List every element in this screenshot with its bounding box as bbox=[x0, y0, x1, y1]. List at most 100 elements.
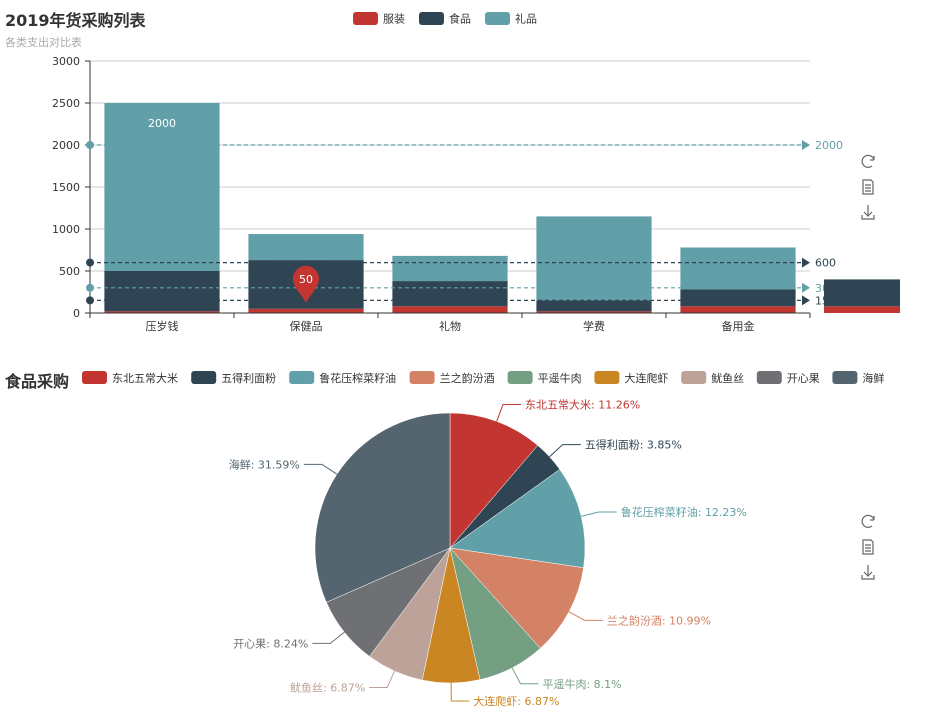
bar-segment[interactable] bbox=[536, 216, 652, 301]
pie-legend-item[interactable]: 开心果 bbox=[756, 371, 820, 385]
pie-legend-item[interactable]: 五得利面粉 bbox=[191, 371, 276, 385]
pie-legend-item[interactable]: 海鲜 bbox=[832, 371, 884, 385]
mark-line-label: 2000 bbox=[815, 139, 843, 152]
pie-label: 海鲜: 31.59% bbox=[229, 457, 338, 475]
bar-x-tick-label: 礼物 bbox=[439, 319, 461, 333]
mark-line-arrow bbox=[802, 257, 810, 268]
bar-segment[interactable] bbox=[680, 306, 796, 313]
bar-legend-item[interactable]: 礼品 bbox=[485, 12, 537, 26]
restore-icon[interactable] bbox=[861, 154, 875, 168]
pie-label-text: 五得利面粉: 3.85% bbox=[585, 439, 682, 452]
bar-y-tick-label: 1500 bbox=[52, 181, 80, 194]
pie-label-text: 大连爬虾: 6.87% bbox=[473, 694, 559, 708]
pie-legend-label: 海鲜 bbox=[862, 371, 884, 385]
bar-legend-swatch bbox=[419, 12, 444, 25]
pie-label-line bbox=[581, 511, 617, 517]
bar-y-tick-label: 2000 bbox=[52, 139, 80, 152]
save-image-icon[interactable] bbox=[861, 565, 875, 580]
pie-label-line bbox=[496, 403, 522, 422]
bar-x-tick-label: 压岁钱 bbox=[146, 319, 179, 333]
pie-legend: 东北五常大米 五得利面粉 鲁花压榨菜籽油 兰之韵汾酒 平遥牛肉 大连爬虾 鱿鱼丝 开心果 海鲜 bbox=[82, 371, 884, 385]
bar-data-label: 2000 bbox=[148, 117, 176, 130]
bar-segment[interactable] bbox=[680, 289, 796, 307]
pie-label-line bbox=[312, 631, 345, 644]
pie-legend-swatch bbox=[507, 371, 533, 384]
mark-line-arrow bbox=[802, 295, 810, 306]
pie-label-line bbox=[568, 611, 603, 621]
bar-y-tick-label: 3000 bbox=[52, 55, 80, 68]
pie-chart-title: 食品采购 bbox=[4, 372, 69, 391]
bar-segment[interactable] bbox=[392, 306, 508, 313]
pie-slices bbox=[314, 412, 586, 684]
pie-legend-label: 鲁花压榨菜籽油 bbox=[319, 371, 396, 385]
bar-legend-item[interactable]: 服装 bbox=[353, 12, 405, 26]
bar-segment[interactable] bbox=[392, 281, 508, 307]
pie-legend-label: 五得利面粉 bbox=[221, 372, 276, 385]
bar-segment[interactable] bbox=[392, 255, 508, 282]
data-view-icon[interactable] bbox=[862, 179, 874, 195]
bar-segment[interactable] bbox=[680, 247, 796, 290]
bar-chart-title: 2019年货采购列表 bbox=[5, 11, 147, 30]
pie-legend-item[interactable]: 东北五常大米 bbox=[82, 371, 178, 385]
bar-segment[interactable] bbox=[536, 311, 652, 313]
pie-label: 鱿鱼丝: 6.87% bbox=[290, 670, 396, 695]
bar-y-tick-label: 1000 bbox=[52, 223, 80, 236]
mark-line-label: 600 bbox=[815, 257, 836, 270]
pie-labels: 东北五常大米: 11.26% 五得利面粉: 3.85% 鲁花压榨菜籽油: 12.23… bbox=[229, 397, 747, 708]
overflow-bar-segment bbox=[824, 306, 900, 313]
pie-legend-swatch bbox=[594, 371, 620, 384]
pie-label: 大连爬虾: 6.87% bbox=[450, 682, 559, 708]
pie-legend-item[interactable]: 平遥牛肉 bbox=[507, 371, 582, 385]
mark-line-arrow bbox=[802, 140, 810, 150]
bar-legend-item[interactable]: 食品 bbox=[419, 12, 471, 26]
bar-chart-subtitle: 各类支出对比表 bbox=[5, 35, 82, 49]
mark-line: 600 bbox=[86, 257, 836, 270]
bar-legend-label: 食品 bbox=[449, 12, 471, 26]
pie-legend-swatch bbox=[82, 371, 107, 384]
pie-label: 五得利面粉: 3.85% bbox=[549, 439, 682, 458]
bar-x-tick-label: 保健品 bbox=[290, 319, 323, 333]
pie-label-line bbox=[369, 670, 396, 689]
bar-segment[interactable] bbox=[104, 103, 220, 271]
bar-segment[interactable] bbox=[248, 308, 364, 313]
pie-legend-swatch bbox=[289, 371, 315, 384]
mark-line-arrow bbox=[802, 282, 810, 293]
pie-legend-label: 平遥牛肉 bbox=[538, 371, 582, 385]
bar-annotations: 2000 50 bbox=[148, 117, 900, 313]
bar-legend-swatch bbox=[353, 12, 378, 25]
pie-toolbox bbox=[861, 514, 875, 580]
bar-segment[interactable] bbox=[248, 234, 364, 261]
pie-label: 鲁花压榨菜籽油: 12.23% bbox=[581, 505, 747, 519]
pie-legend-item[interactable]: 大连爬虾 bbox=[594, 371, 668, 385]
bar-series bbox=[104, 103, 796, 313]
bar-segment[interactable] bbox=[104, 311, 220, 313]
pie-label: 兰之韵汾酒: 10.99% bbox=[568, 611, 711, 627]
pie-legend-item[interactable]: 兰之韵汾酒 bbox=[409, 371, 495, 385]
restore-icon[interactable] bbox=[861, 514, 875, 528]
pie-label-text: 开心果: 8.24% bbox=[233, 637, 308, 650]
data-view-icon[interactable] bbox=[862, 539, 874, 555]
pie-legend-swatch bbox=[832, 371, 858, 384]
pie-label: 东北五常大米: 11.26% bbox=[496, 397, 640, 422]
bar-x-tick-label: 备用金 bbox=[722, 319, 755, 333]
pie-label-text: 鲁花压榨菜籽油: 12.23% bbox=[621, 505, 747, 519]
bar-y-tick-label: 2500 bbox=[52, 97, 80, 110]
pie-label-line bbox=[303, 463, 338, 475]
pie-legend-swatch bbox=[409, 371, 435, 384]
bar-toolbox bbox=[861, 154, 875, 220]
pie-legend-label: 兰之韵汾酒 bbox=[440, 371, 495, 385]
bar-y-tick-label: 0 bbox=[73, 307, 80, 320]
pie-legend-item[interactable]: 鲁花压榨菜籽油 bbox=[289, 371, 396, 385]
pie-legend-swatch bbox=[191, 371, 217, 384]
bar-segment[interactable] bbox=[536, 300, 652, 312]
pie-slice[interactable] bbox=[449, 469, 586, 569]
bar-segment[interactable] bbox=[104, 271, 220, 312]
bar-y-axis: 0 500 1000 1500 2000 2500 3000 bbox=[52, 55, 91, 320]
pie-legend-item[interactable]: 鱿鱼丝 bbox=[681, 371, 744, 385]
pie-label-text: 鱿鱼丝: 6.87% bbox=[290, 681, 365, 695]
save-image-icon[interactable] bbox=[861, 205, 875, 220]
mark-line: 2000 bbox=[86, 139, 843, 152]
overflow-bar-segment bbox=[824, 279, 900, 307]
mark-point-pin[interactable]: 50 bbox=[293, 265, 319, 303]
